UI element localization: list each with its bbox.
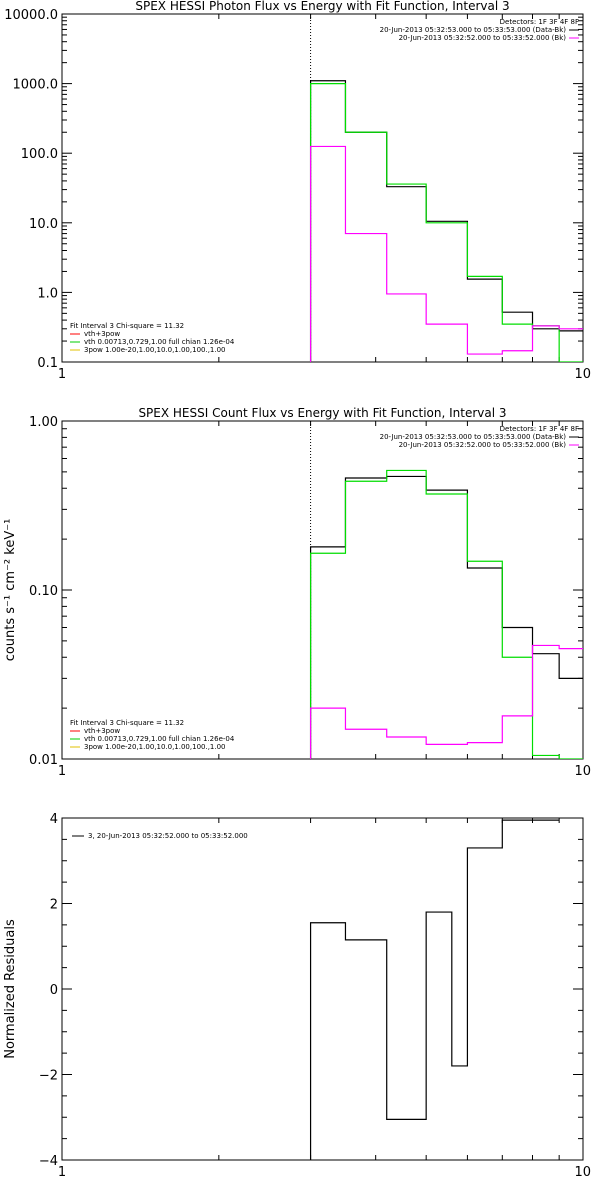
y-tick-label: 0.01 (29, 753, 58, 768)
x-tick-label: 1 (58, 764, 66, 779)
legend-entry: 20-Jun-2013 05:32:52.000 to 05:33:52.000… (399, 34, 567, 42)
series-line (309, 469, 583, 759)
legend-entry: 20-Jun-2013 05:32:53.000 to 05:33:53.000… (380, 26, 567, 34)
y-tick-label: 10.0 (29, 217, 58, 232)
chart-title: SPEX HESSI Count Flux vs Energy with Fit… (138, 406, 506, 420)
legend-entry: 3, 20-Jun-2013 05:32:52.000 to 05:33:52.… (88, 832, 248, 840)
y-tick-label: 0.10 (29, 584, 58, 599)
y-tick-label: 0 (50, 983, 58, 998)
y-tick-label: 4 (50, 812, 58, 827)
legend-entry: vth 0.00713,0.729,1.00 full chian 1.26e-… (84, 735, 235, 743)
y-axis-label: counts s⁻¹ cm⁻² keV⁻¹ (3, 519, 18, 662)
legend-entry: 20-Jun-2013 05:32:52.000 to 05:33:52.000… (399, 441, 567, 449)
series-line (309, 145, 583, 362)
x-tick-label: 10 (574, 367, 591, 382)
series-line (309, 475, 583, 759)
legend-entry: 3pow 1.00e-20,1.00,10.0,1.00,100.,1.00 (84, 743, 226, 751)
y-tick-label: 100.0 (21, 147, 58, 162)
series-line (309, 819, 560, 1160)
legend-entry: vth+3pow (84, 330, 120, 338)
legend-entry: vth 0.00713,0.729,1.00 full chian 1.26e-… (84, 338, 235, 346)
legend-header: Detectors: 1F 3F 4F 8F (500, 425, 579, 433)
y-tick-label: 0.1 (37, 356, 58, 371)
x-tick-label: 1 (58, 367, 66, 382)
x-tick-label: 10 (574, 764, 591, 779)
y-tick-label: −4 (39, 1154, 58, 1169)
y-tick-label: 1000.0 (13, 78, 59, 93)
legend-entry: 20-Jun-2013 05:32:53.000 to 05:33:53.000… (380, 433, 567, 441)
series-line (309, 644, 583, 759)
fit-legend-header: Fit Interval 3 Chi-square = 11.32 (70, 719, 184, 727)
fit-legend-header: Fit Interval 3 Chi-square = 11.32 (70, 322, 184, 330)
y-tick-label: 10000.0 (4, 8, 58, 23)
y-tick-label: −2 (39, 1069, 58, 1084)
legend-entry: 3pow 1.00e-20,1.00,10.0,1.00,100.,1.00 (84, 346, 226, 354)
plot-frame (61, 817, 584, 1161)
y-tick-label: 1.0 (37, 286, 58, 301)
x-tick-label: 1 (58, 1165, 66, 1180)
plot-frame (61, 13, 584, 363)
chart-title: SPEX HESSI Photon Flux vs Energy with Fi… (135, 0, 509, 13)
y-axis-label: Normalized Residuals (3, 919, 18, 1059)
legend-header: Detectors: 1F 3F 4F 8F (500, 18, 579, 26)
y-tick-label: 2 (50, 898, 58, 913)
legend-entry: vth+3pow (84, 727, 120, 735)
y-tick-label: 1.00 (29, 415, 58, 430)
x-tick-label: 10 (574, 1165, 591, 1180)
